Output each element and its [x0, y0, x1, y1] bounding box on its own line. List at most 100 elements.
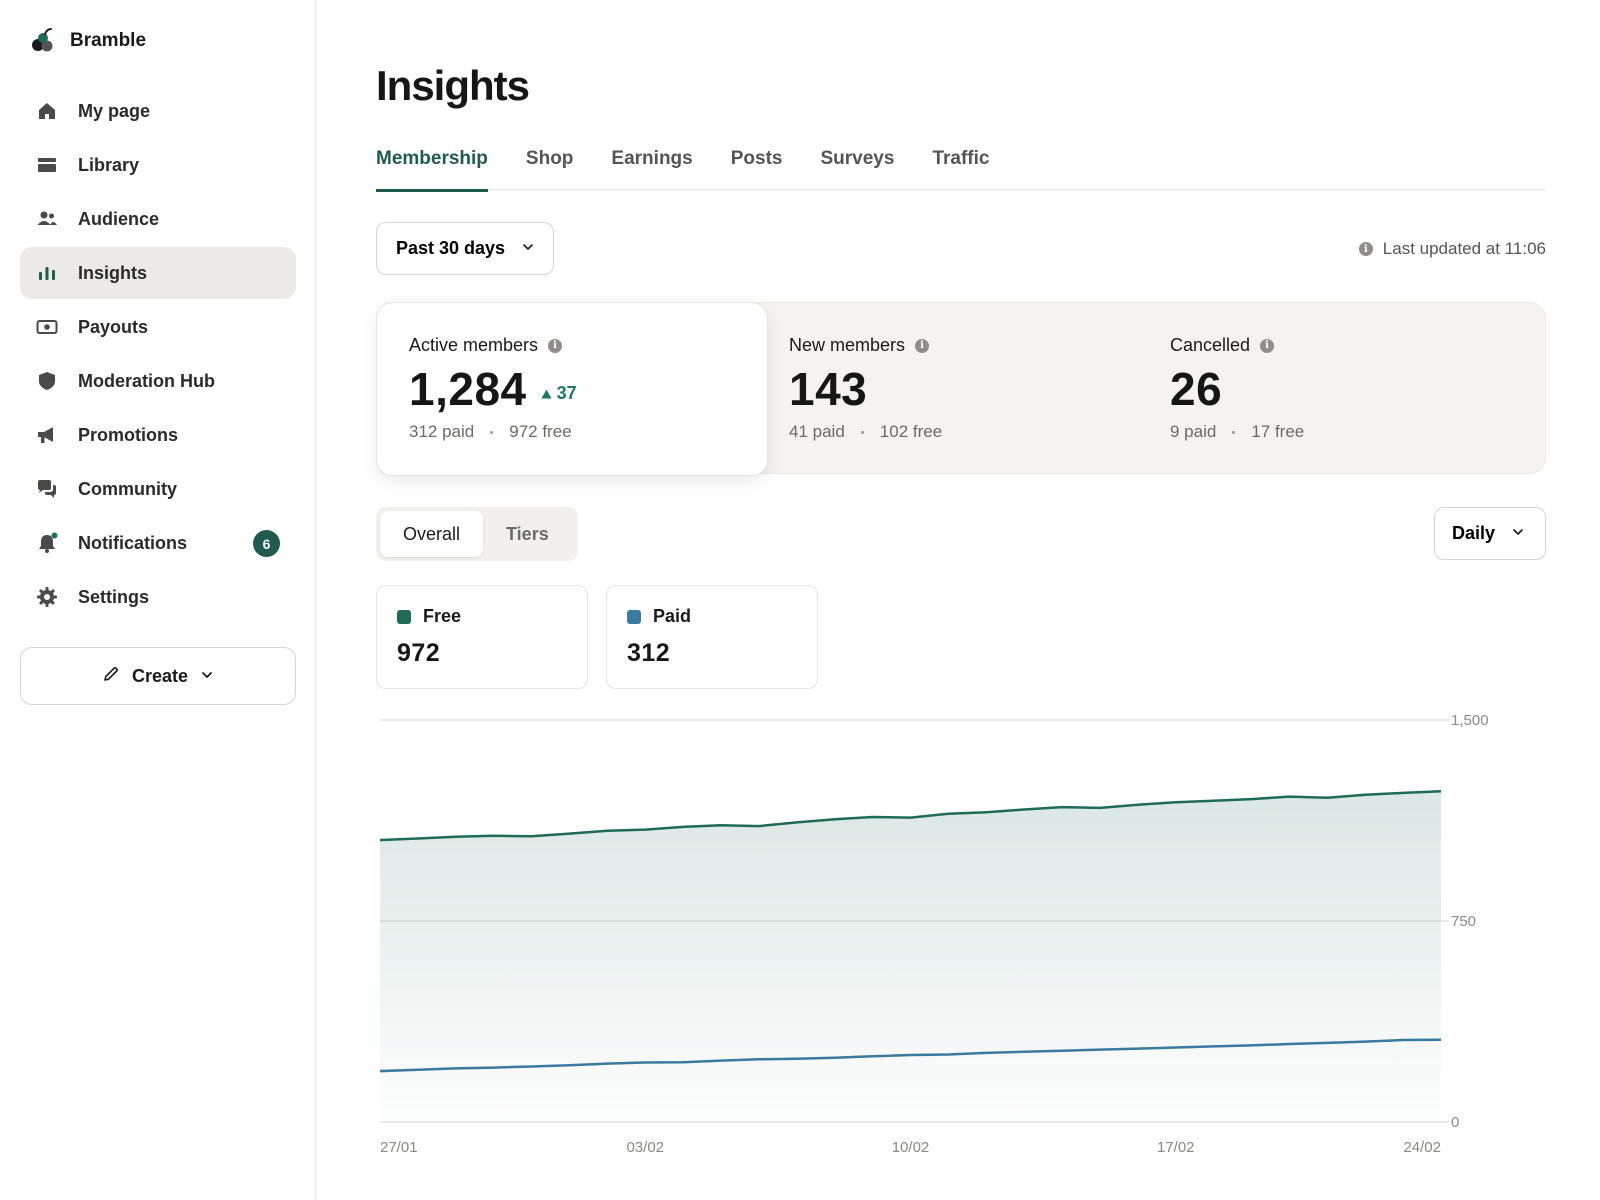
sidebar-item-payouts[interactable]: Payouts	[20, 301, 296, 353]
bell-icon	[36, 532, 58, 554]
sidebar-item-label: Promotions	[78, 424, 179, 445]
x-tick-label: 10/02	[892, 1139, 930, 1156]
toggle-tiers[interactable]: Tiers	[506, 523, 549, 544]
tab-posts[interactable]: Posts	[730, 148, 783, 169]
sidebar: Bramble My page Library Audience Insight…	[0, 0, 316, 1200]
stat-free: 972 free	[509, 422, 572, 441]
y-tick-label: 750	[1451, 913, 1476, 930]
view-toggle: Overall Tiers	[376, 507, 578, 561]
sidebar-item-label: Library	[78, 154, 140, 175]
tab-traffic[interactable]: Traffic	[932, 148, 990, 169]
stats-panel: Active members i 1,284 37 312 paid 972 f…	[376, 302, 1546, 476]
free-series-area	[380, 791, 1441, 1122]
frequency-select-value: Daily	[1452, 523, 1496, 543]
legend-value: 972	[397, 639, 441, 667]
stat-value: 1,284	[409, 363, 527, 415]
legend-name: Paid	[653, 606, 692, 626]
shield-icon	[36, 370, 58, 392]
stat-active-members: Active members i 1,284 37 312 paid 972 f…	[409, 335, 577, 442]
sidebar-item-label: Payouts	[78, 316, 149, 337]
triangle-up-icon	[541, 383, 552, 404]
library-icon	[36, 154, 58, 176]
active-members-card[interactable]	[376, 302, 768, 476]
info-icon[interactable]: i	[548, 338, 563, 353]
brand-name: Bramble	[70, 30, 147, 51]
sidebar-item-community[interactable]: Community	[20, 463, 296, 515]
tab-earnings[interactable]: Earnings	[611, 148, 693, 169]
last-updated: i Last updated at 11:06	[1358, 239, 1546, 259]
period-select[interactable]: Past 30 days	[376, 222, 554, 275]
last-updated-text: Last updated at 11:06	[1382, 239, 1546, 258]
bramble-logo-icon	[30, 28, 56, 54]
stat-delta: 37	[541, 383, 577, 404]
audience-icon	[36, 208, 58, 230]
stat-free: 102 free	[879, 422, 943, 441]
create-button[interactable]: Create	[20, 647, 296, 705]
sidebar-item-promotions[interactable]: Promotions	[20, 409, 296, 461]
home-icon	[36, 100, 58, 122]
stat-value: 143	[789, 363, 868, 415]
payouts-icon	[36, 316, 58, 338]
legend-value: 312	[627, 639, 671, 667]
stat-label: Cancelled	[1170, 335, 1251, 355]
separator-dot	[1232, 430, 1236, 434]
info-icon[interactable]: i	[915, 338, 930, 353]
sidebar-item-label: Moderation Hub	[78, 370, 215, 391]
stat-paid: 312 paid	[409, 422, 475, 441]
members-chart: 0 750 1,500 27/01 03/02 10/02 17/02 24/02	[379, 712, 1489, 1156]
stat-delta-value: 37	[556, 382, 577, 403]
chevron-down-icon	[1511, 523, 1525, 544]
chat-icon	[36, 478, 58, 500]
pencil-icon	[102, 665, 120, 688]
stat-label: New members	[789, 335, 906, 355]
sidebar-item-notifications[interactable]: Notifications 6	[20, 517, 296, 569]
info-icon[interactable]: i	[1358, 242, 1373, 256]
sidebar-item-label: Audience	[78, 208, 160, 229]
brand[interactable]: Bramble	[30, 28, 146, 54]
gear-icon	[36, 586, 58, 608]
frequency-select[interactable]: Daily	[1434, 507, 1546, 560]
sidebar-item-label: My page	[78, 100, 151, 121]
stat-paid: 41 paid	[789, 422, 845, 441]
tab-shop[interactable]: Shop	[525, 148, 574, 169]
bar-chart-icon	[36, 262, 58, 284]
stat-value: 26	[1170, 363, 1223, 415]
page-title: Insights	[376, 62, 530, 109]
sidebar-item-moderation-hub[interactable]: Moderation Hub	[20, 355, 296, 407]
legend-name: Free	[423, 606, 462, 626]
sidebar-item-settings[interactable]: Settings	[20, 571, 296, 623]
insights-tabs: Membership Shop Earnings Posts Surveys T…	[376, 142, 1546, 192]
x-tick-label: 27/01	[380, 1139, 418, 1156]
sidebar-item-library[interactable]: Library	[20, 139, 296, 191]
stat-free: 17 free	[1251, 422, 1305, 441]
y-tick-label: 1,500	[1451, 712, 1489, 729]
megaphone-icon	[36, 424, 58, 446]
free-series-line	[379, 790, 1442, 842]
x-tick-label: 03/02	[626, 1139, 664, 1156]
stat-new-members: New members i 143 41 paid 102 free	[789, 335, 942, 442]
sidebar-nav: My page Library Audience Insights Payout…	[20, 85, 296, 625]
sidebar-item-audience[interactable]: Audience	[20, 193, 296, 245]
paid-series-line	[379, 1038, 1442, 1073]
chevron-down-icon	[200, 666, 214, 687]
legend-free[interactable]: Free 972	[376, 585, 588, 689]
sidebar-item-insights[interactable]: Insights	[20, 247, 296, 299]
info-icon[interactable]: i	[1260, 338, 1275, 353]
sidebar-item-label: Settings	[78, 586, 150, 607]
sidebar-item-my-page[interactable]: My page	[20, 85, 296, 137]
x-tick-label: 24/02	[1403, 1139, 1441, 1156]
sidebar-item-label: Insights	[78, 262, 148, 283]
tab-surveys[interactable]: Surveys	[820, 148, 895, 169]
free-swatch	[397, 609, 411, 624]
notifications-count-badge: 6	[253, 530, 280, 557]
paid-swatch	[627, 609, 641, 624]
x-tick-label: 17/02	[1157, 1139, 1195, 1156]
tab-membership[interactable]: Membership	[376, 142, 488, 192]
sidebar-item-label: Community	[78, 478, 177, 499]
create-button-label: Create	[131, 665, 189, 686]
separator-dot	[490, 430, 494, 434]
toggle-overall[interactable]: Overall	[380, 511, 484, 557]
stat-paid: 9 paid	[1170, 422, 1217, 441]
legend-paid[interactable]: Paid 312	[606, 585, 818, 689]
separator-dot	[860, 430, 864, 434]
